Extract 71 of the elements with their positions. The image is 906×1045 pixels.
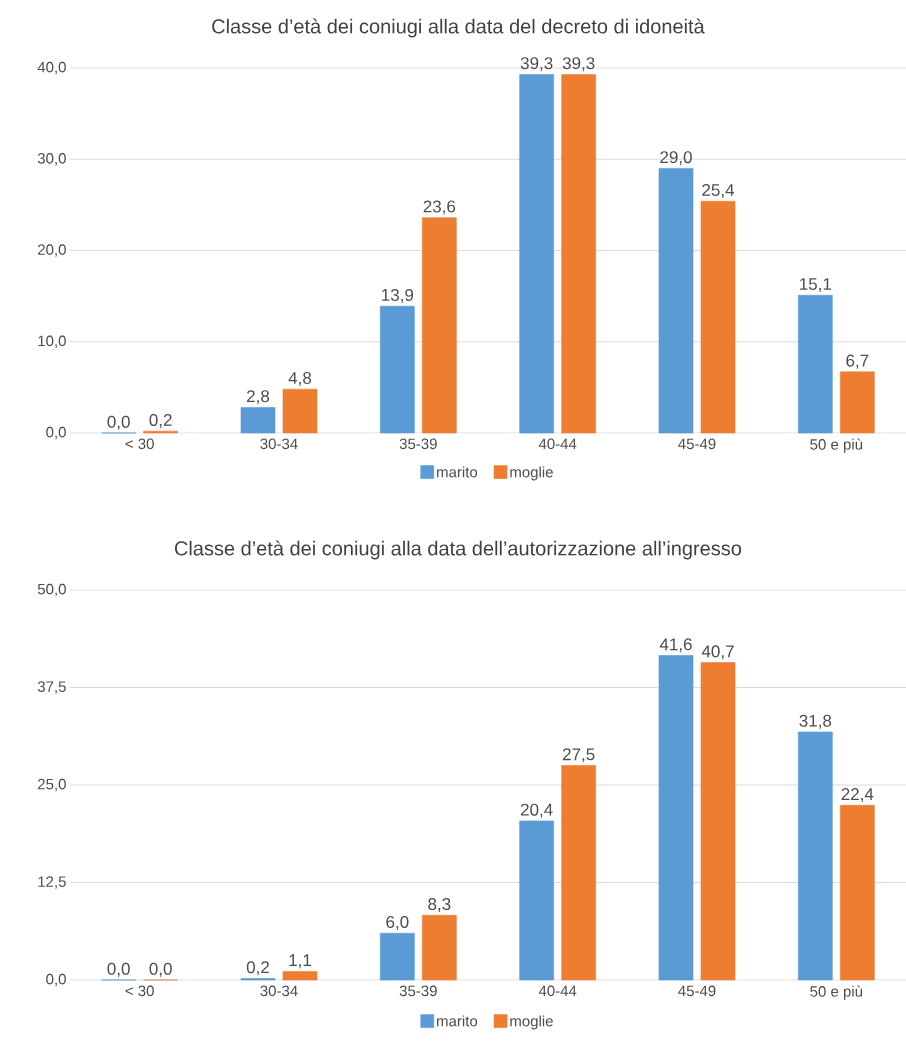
data-label: 31,8 xyxy=(799,714,832,729)
legend-label: marito xyxy=(437,466,478,478)
bar xyxy=(700,662,736,981)
data-label: 29,0 xyxy=(660,151,692,166)
bar xyxy=(840,371,875,434)
data-label: 15,1 xyxy=(800,278,832,293)
data-label: 0,2 xyxy=(149,413,172,428)
data-label: 0,0 xyxy=(149,962,172,977)
data-label: 41,6 xyxy=(659,638,692,653)
data-label: 8,3 xyxy=(428,898,451,913)
bar xyxy=(840,804,875,981)
y-tick-label: 25,0 xyxy=(38,778,66,792)
x-tick-label: < 30 xyxy=(125,985,154,997)
bar xyxy=(561,765,596,981)
data-label: 20,4 xyxy=(520,803,553,818)
x-tick-label: 50 e più xyxy=(810,985,863,1000)
data-label: 39,3 xyxy=(520,57,553,72)
y-tick-label: 20,0 xyxy=(38,244,66,257)
chart-title: Classe d’età dei coniugi alla data del decreto di idoneità xyxy=(212,18,705,38)
data-label: 13,9 xyxy=(382,288,414,303)
x-tick-label: 45-49 xyxy=(678,985,716,997)
x-tick-label: 35-39 xyxy=(399,438,437,450)
data-label: 0,0 xyxy=(107,415,130,430)
data-label: 0,2 xyxy=(246,961,269,976)
data-label: 25,4 xyxy=(702,183,735,199)
bar xyxy=(798,731,833,981)
y-tick-label: 50,0 xyxy=(37,583,66,597)
data-label: 6,7 xyxy=(846,354,869,369)
data-label: 0,0 xyxy=(107,962,130,977)
bar xyxy=(422,914,457,981)
x-tick-label: 35-39 xyxy=(399,985,437,997)
bar xyxy=(282,971,318,981)
y-tick-label: 30,0 xyxy=(37,153,66,166)
bar xyxy=(700,200,736,434)
x-tick-label: 45-49 xyxy=(678,438,716,450)
bar xyxy=(380,932,415,981)
y-tick-label: 37,5 xyxy=(37,681,66,694)
data-label: 39,3 xyxy=(562,57,595,72)
bar xyxy=(282,388,318,434)
data-label: 27,5 xyxy=(562,748,595,763)
bar xyxy=(561,74,596,434)
x-tick-label: 30-34 xyxy=(260,985,298,997)
x-tick-label: 30-34 xyxy=(260,438,298,450)
bar xyxy=(380,305,415,434)
bar xyxy=(658,655,694,981)
y-tick-label: 10,0 xyxy=(38,335,66,348)
bar xyxy=(240,407,276,434)
legend-label: moglie xyxy=(510,1015,553,1030)
bar xyxy=(519,74,554,434)
data-label: 6,0 xyxy=(386,915,409,931)
x-tick-label: 50 e più xyxy=(810,438,863,453)
data-label: 4,8 xyxy=(288,371,312,387)
x-tick-label: 40-44 xyxy=(538,438,577,450)
data-label: 40,7 xyxy=(701,645,734,660)
x-tick-label: < 30 xyxy=(125,438,154,450)
y-tick-label: 40,0 xyxy=(37,61,66,75)
legend-label: moglie xyxy=(510,466,553,481)
data-label: 2,8 xyxy=(247,390,270,405)
data-label: 23,6 xyxy=(423,200,456,215)
x-tick-label: 40-44 xyxy=(538,985,577,997)
legend-label: marito xyxy=(437,1015,478,1027)
bar xyxy=(422,217,457,434)
bar xyxy=(658,168,694,434)
y-tick-label: 0,0 xyxy=(46,973,66,987)
y-tick-label: 12,5 xyxy=(38,876,66,889)
bar xyxy=(519,820,554,981)
data-label: 1,1 xyxy=(289,954,311,969)
chart-title: Classe d’età dei coniugi alla data dell’autorizzazione all’ingresso xyxy=(174,540,742,560)
bar xyxy=(798,294,833,434)
y-tick-label: 0,0 xyxy=(46,426,66,440)
data-label: 22,4 xyxy=(841,788,874,803)
